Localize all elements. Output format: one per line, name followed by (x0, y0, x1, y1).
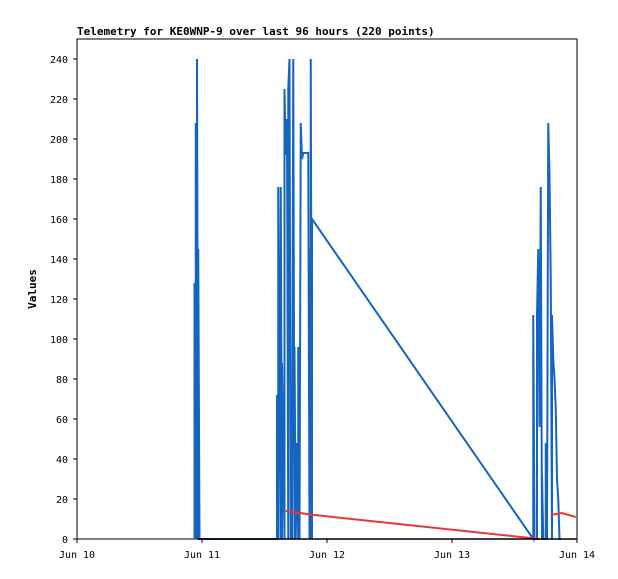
x-tick-label: Jun 10 (59, 550, 95, 561)
y-tick-label: 40 (56, 455, 68, 466)
y-tick-label: 180 (50, 175, 68, 186)
y-tick-label: 220 (50, 95, 68, 106)
y-tick-label: 240 (50, 55, 68, 66)
y-tick-label: 0 (62, 535, 68, 546)
y-tick-label: 80 (56, 375, 68, 386)
y-tick-label: 60 (56, 415, 68, 426)
y-tick-label: 160 (50, 215, 68, 226)
y-tick-label: 100 (50, 335, 68, 346)
y-tick-label: 140 (50, 255, 68, 266)
y-axis-label: Values (26, 269, 39, 309)
x-axis: Jun 10 Jun 11 Jun 12 Jun 13 Jun 14 (59, 539, 595, 561)
x-tick-label: Jun 11 (184, 550, 220, 561)
series-line-0 (193, 58, 561, 543)
x-tick-label: Jun 13 (434, 550, 470, 561)
plot-frame (76, 38, 578, 540)
y-tick-label: 200 (50, 135, 68, 146)
series-line-1 (285, 510, 540, 540)
y-tick-label: 20 (56, 495, 68, 506)
series-group (193, 58, 577, 543)
y-tick-label: 120 (50, 295, 68, 306)
chart-title: Telemetry for KE0WNP-9 over last 96 hour… (77, 25, 435, 38)
series-line-2 (550, 511, 577, 518)
x-tick-label: Jun 12 (309, 550, 345, 561)
y-axis: 0 20 40 60 80 100 120 140 160 180 200 220 240 (50, 55, 77, 546)
x-tick-label: Jun 14 (559, 550, 595, 561)
